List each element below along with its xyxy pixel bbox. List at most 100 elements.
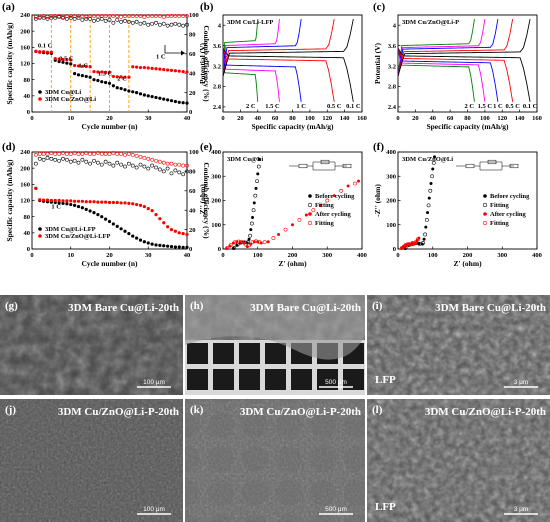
data-point: [119, 201, 123, 205]
data-point: [123, 14, 127, 18]
rate-label: 0.5 C: [59, 55, 74, 62]
y2-tick-label: 100: [189, 12, 199, 19]
data-point: [414, 239, 418, 244]
sem-texture: [367, 399, 550, 522]
data-point: [119, 227, 123, 231]
x-tick-label: 100: [253, 252, 263, 259]
data-point: [107, 17, 112, 22]
data-point: [135, 236, 139, 240]
data-point: [80, 157, 85, 162]
data-point: [169, 161, 174, 166]
legend-entry: 3DM Cu/ZnO@Li: [45, 96, 96, 103]
profile-0-1-c-discharge: [222, 47, 354, 102]
data-point: [103, 159, 108, 164]
scale-bar-label: 500 μm: [325, 379, 347, 386]
data-point: [162, 67, 166, 72]
resistor-symbol: [342, 163, 352, 169]
data-point: [84, 151, 89, 155]
data-point: [119, 75, 123, 79]
data-point: [427, 196, 431, 200]
data-point: [92, 14, 96, 18]
data-point: [57, 14, 62, 18]
data-point: [123, 153, 127, 157]
data-point: [34, 49, 38, 53]
y-tick-label: 4: [218, 22, 222, 29]
arrow-head: [181, 50, 185, 56]
x-tick-label: 40: [184, 252, 191, 259]
data-point: [95, 14, 100, 18]
sem-shade: [367, 295, 550, 395]
data-point: [53, 16, 58, 20]
x-tick-label: 100: [428, 252, 438, 259]
data-point: [158, 217, 162, 221]
rate-label: 2 C: [117, 75, 127, 82]
data-point: [177, 69, 181, 73]
data-point: [173, 168, 178, 173]
chart-title: 3DM Cu/Li-LFP: [227, 19, 273, 26]
data-point: [154, 165, 158, 170]
sem-noise: [0, 399, 183, 522]
profile-1-c-charge: [222, 19, 302, 77]
data-point: [126, 19, 131, 24]
sem-texture: [0, 399, 183, 522]
resistor-symbol: [320, 159, 330, 165]
y-tick-label: 80: [24, 77, 31, 84]
y-axis-label: Specific capacity (mAh/g): [5, 22, 14, 105]
data-point: [111, 74, 115, 79]
panel-label-b: (b): [200, 1, 214, 13]
data-point: [150, 163, 155, 168]
data-point: [424, 217, 429, 222]
sem-image-h: (h) 3DM Bare Cu@Li-20th 500 μm: [185, 295, 365, 395]
data-point: [150, 242, 154, 246]
data-point: [68, 152, 73, 156]
sem-shade: [367, 399, 550, 522]
data-point: [257, 157, 261, 161]
equivalent-circuit-inset: [289, 159, 352, 171]
data-point: [185, 245, 189, 249]
data-point: [64, 152, 69, 156]
data-point: [80, 64, 84, 68]
series-before-cycling: [231, 157, 261, 251]
data-point: [72, 14, 77, 18]
data-point: [65, 57, 69, 62]
data-point: [247, 243, 251, 248]
data-point: [100, 200, 104, 204]
data-point: [111, 222, 115, 226]
x-tick-label: 10: [68, 115, 75, 122]
data-point: [154, 213, 158, 217]
data-point: [146, 66, 150, 70]
plot-frame: [222, 14, 363, 113]
legend-marker: [38, 97, 42, 101]
data-point: [61, 15, 65, 19]
data-point: [283, 227, 288, 232]
y2-tick-label: 80: [189, 32, 196, 39]
legend-entry: Fitting: [490, 220, 510, 227]
data-point: [166, 225, 170, 229]
x-tick-label: 400: [532, 252, 542, 259]
data-point: [165, 161, 170, 166]
data-point: [177, 22, 182, 27]
data-point: [169, 68, 174, 72]
curve-label: 2 C: [246, 103, 256, 110]
chart-panel-e: 0 100 200 300 400 0 100 200 300 400 Z' (ohm) -Z'' (…: [198, 149, 367, 268]
y-tick-label: 300: [386, 173, 396, 180]
data-point: [76, 64, 81, 68]
data-point: [53, 57, 57, 61]
y-tick-label: 400: [386, 149, 396, 156]
series-fitting: [232, 164, 261, 250]
data-point: [325, 198, 330, 203]
image-caption: 3DM Bare Cu@Li-20th: [68, 302, 179, 314]
data-point: [311, 208, 316, 213]
data-point: [123, 18, 127, 23]
data-point: [126, 161, 131, 166]
x-axis-label: Cycle number (n): [81, 122, 138, 131]
x-tick-label: 10: [68, 252, 75, 259]
data-point: [115, 152, 120, 156]
data-point: [73, 63, 77, 68]
resistor-symbol: [487, 159, 497, 165]
data-point: [254, 186, 258, 190]
y-tick-label: 200: [20, 165, 30, 172]
data-point: [123, 201, 127, 205]
legend-marker: [483, 194, 487, 198]
y-axis-label: Potential (V): [198, 42, 207, 84]
